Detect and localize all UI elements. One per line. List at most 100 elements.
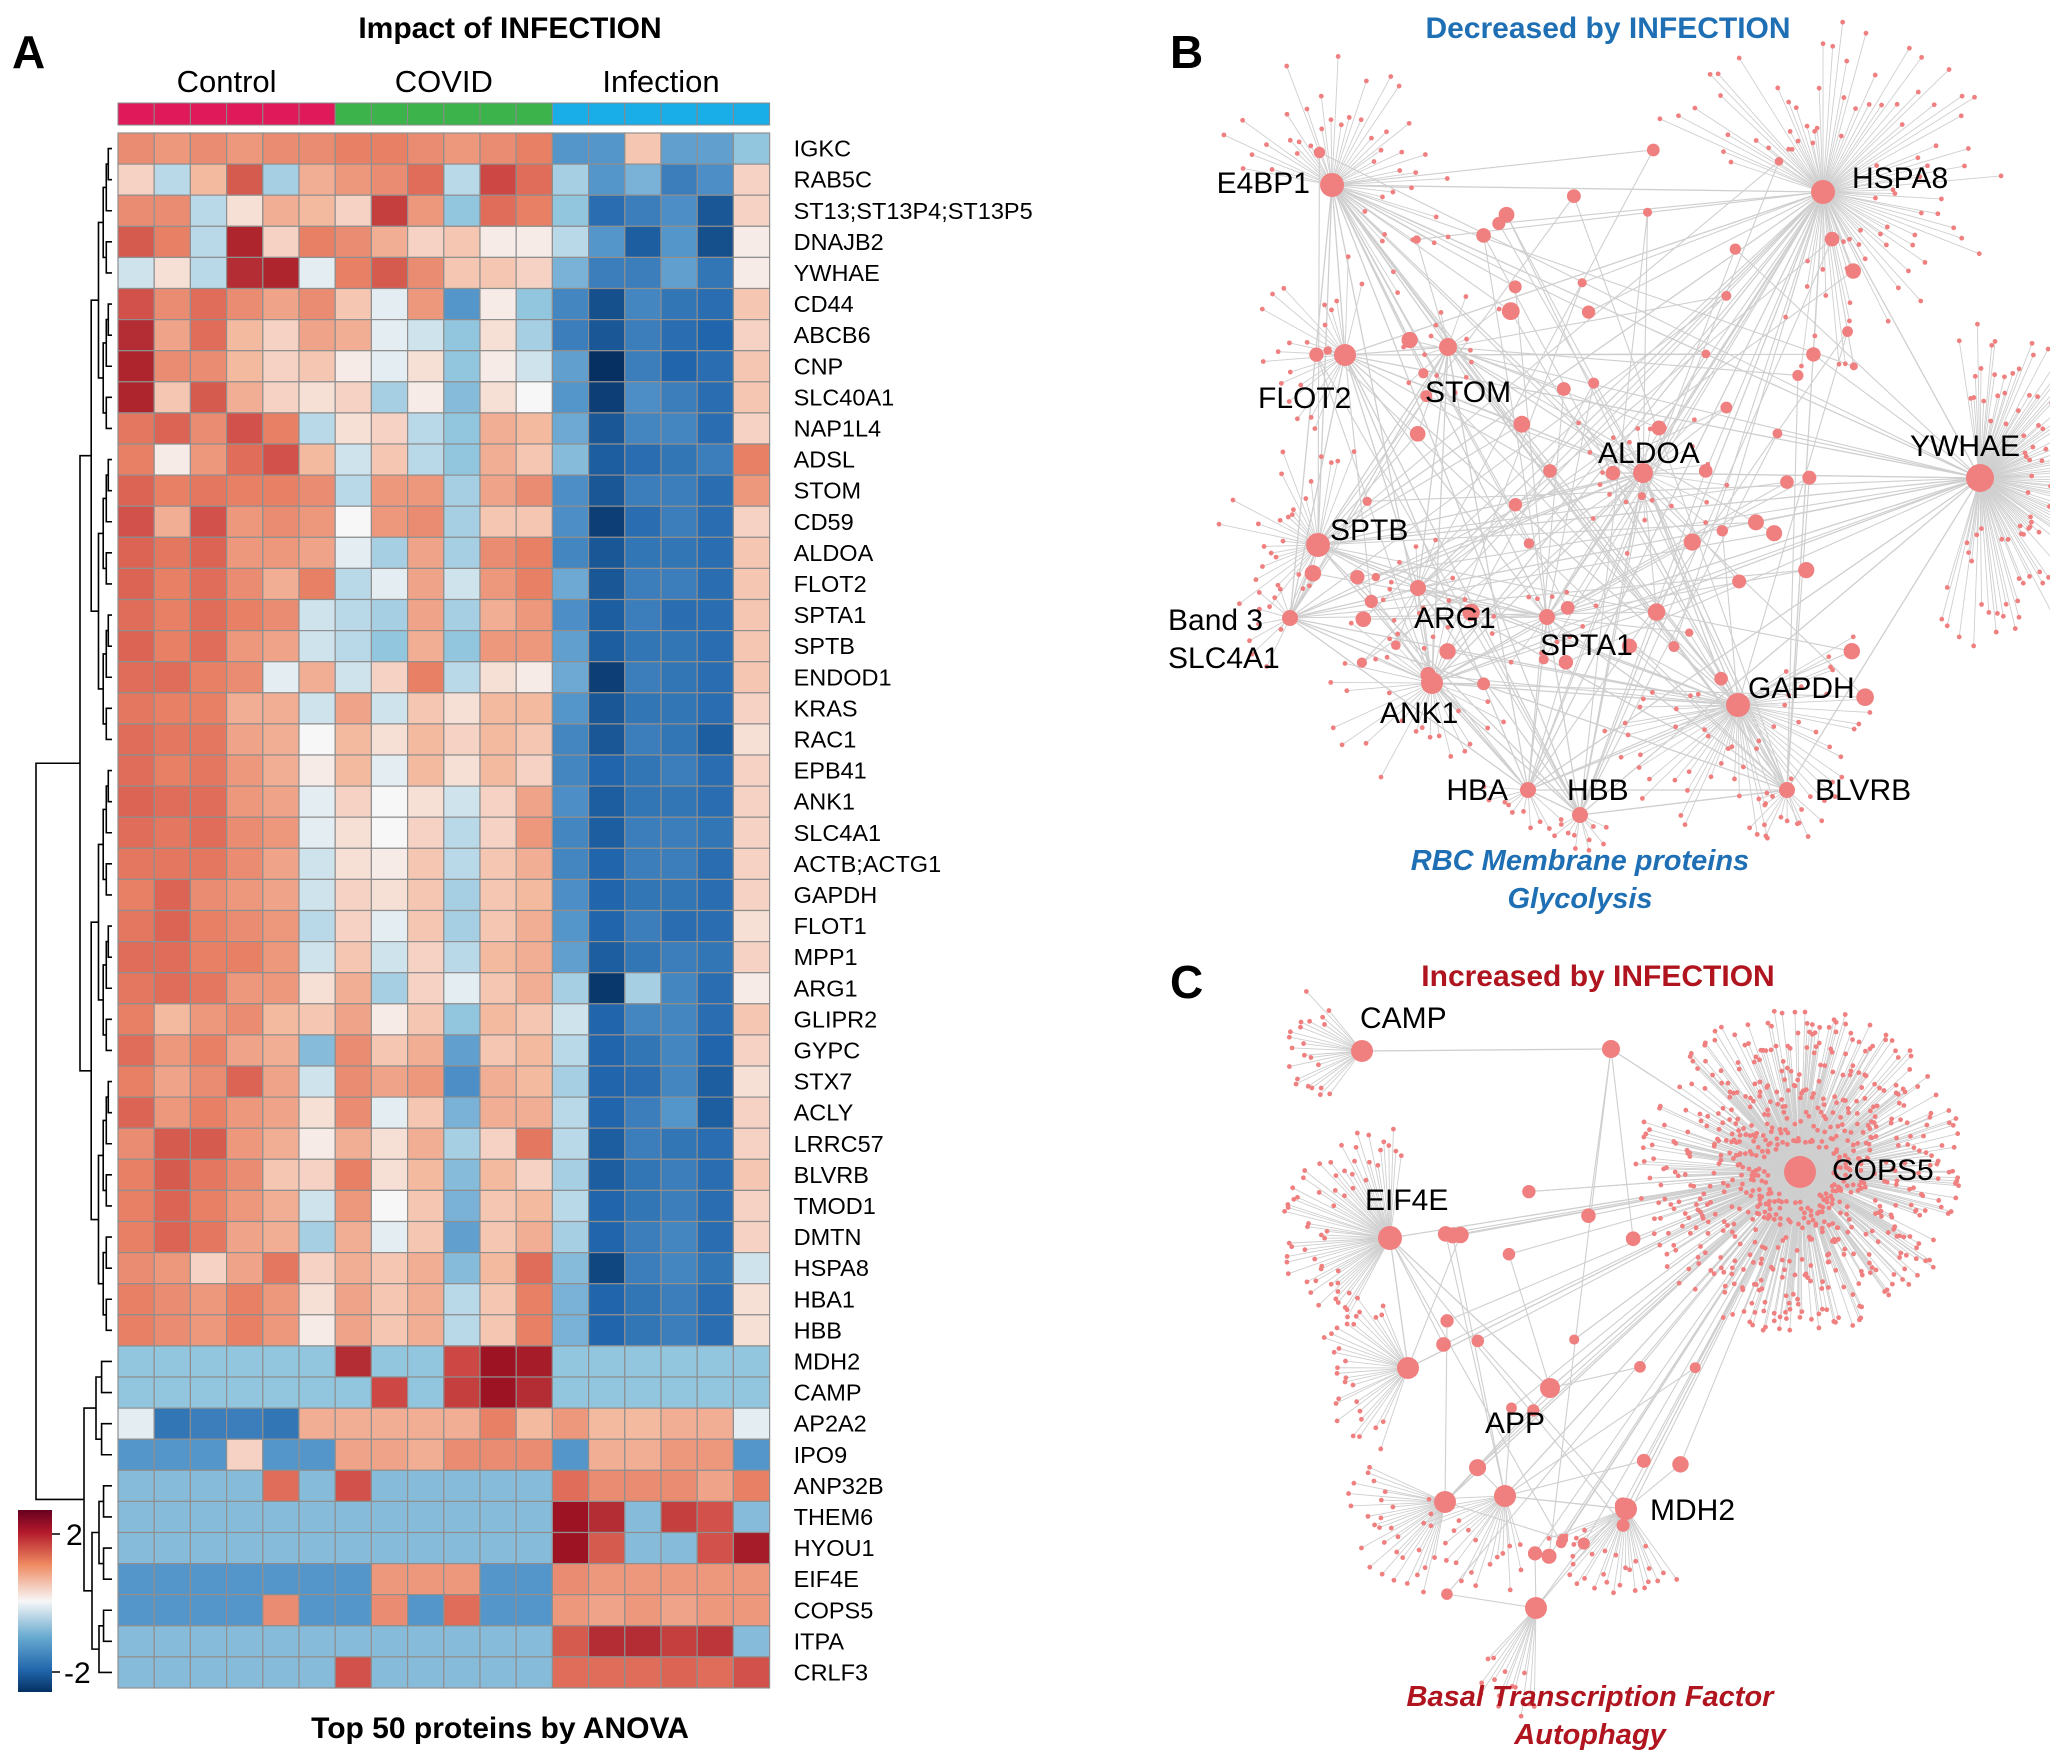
network-edge	[1533, 1607, 1537, 1707]
network-leaf-node	[1833, 1019, 1839, 1025]
network-leaf-node	[1284, 111, 1290, 117]
network-leaf-node	[1522, 1670, 1527, 1676]
heatmap-cell	[515, 1438, 554, 1471]
network-leaf-node	[1915, 1272, 1920, 1278]
heatmap-cell	[696, 536, 735, 569]
heatmap-cell	[732, 878, 771, 912]
network-leaf-node	[1738, 1186, 1744, 1192]
heatmap-cell	[153, 1656, 191, 1689]
network-node	[1588, 377, 1600, 389]
heatmap-cell	[117, 443, 155, 476]
network-edge	[1446, 1593, 1537, 1609]
network-leaf-node	[1453, 1560, 1459, 1566]
network-edge	[1498, 1607, 1537, 1707]
network-leaf-node	[1335, 54, 1341, 59]
heatmap-cell	[696, 1251, 735, 1285]
heatmap-cell	[732, 381, 771, 414]
network-edge	[1979, 470, 2050, 479]
heatmap-cell	[298, 816, 336, 849]
network-leaf-node	[1804, 284, 1810, 289]
heatmap-cell	[587, 1407, 626, 1440]
network-edge	[1431, 682, 1866, 698]
network-edge	[1979, 477, 2041, 573]
network-edge	[1417, 587, 1548, 618]
heatmap-cell	[189, 1127, 228, 1160]
network-leaf-node	[1768, 1264, 1774, 1270]
network-leaf-node	[1772, 1199, 1777, 1204]
network-leaf-node	[1870, 1043, 1876, 1049]
network-edge	[1795, 107, 1824, 193]
network-leaf-node	[1805, 1205, 1811, 1211]
group-bar-cell	[117, 102, 155, 126]
network-leaf-node	[1399, 718, 1405, 724]
network-leaf-node	[2017, 523, 2023, 529]
network-leaf-node	[1754, 746, 1759, 752]
network-hub-label: COPS5	[1832, 1154, 1934, 1187]
network-leaf-node	[1399, 149, 1405, 155]
network-leaf-node	[1757, 1201, 1763, 1207]
network-leaf-node	[1831, 1319, 1837, 1324]
heatmap-cell	[624, 723, 662, 756]
heatmap-cell	[189, 1189, 228, 1223]
network-edge	[1737, 704, 1792, 780]
group-bar-cell	[660, 102, 698, 126]
network-leaf-node	[1281, 285, 1287, 291]
network-leaf-node	[1649, 1142, 1655, 1148]
network-leaf-node	[1829, 1201, 1835, 1207]
network-edge	[1331, 80, 1367, 186]
heatmap-cell	[515, 474, 554, 507]
gene-label: GAPDH	[794, 882, 878, 908]
network-leaf-node	[1919, 54, 1924, 60]
heatmap-cell	[262, 350, 300, 383]
network-edge	[1979, 477, 2020, 579]
heatmap-cell	[226, 723, 264, 756]
heatmap-cell	[696, 878, 735, 912]
network-leaf-node	[1260, 359, 1266, 364]
network-leaf-node	[1784, 1065, 1790, 1071]
network-leaf-node	[1750, 1322, 1755, 1328]
network-leaf-node	[1710, 1072, 1715, 1078]
network-leaf-node	[1889, 1116, 1895, 1122]
network-edge	[1642, 212, 1649, 474]
heatmap-cell	[153, 940, 191, 974]
network-b-title: Decreased by INFECTION	[1425, 12, 1790, 45]
heatmap-cell	[153, 1096, 191, 1129]
network-edge	[1380, 682, 1433, 778]
network-node	[1527, 1404, 1540, 1417]
network-c-annotation-2: Autophagy	[1513, 1719, 1667, 1751]
network-leaf-node	[1433, 537, 1439, 543]
heatmap-cell	[515, 785, 554, 818]
heatmap-cell	[407, 1003, 445, 1036]
network-edge	[1251, 154, 1333, 186]
network-edge	[1527, 248, 1736, 791]
dendrogram-branch	[105, 707, 112, 741]
network-leaf-node	[1744, 1190, 1749, 1196]
network-edge	[1331, 184, 1385, 235]
network-node	[1313, 146, 1326, 159]
network-leaf-node	[1705, 733, 1711, 739]
heatmap-cell	[189, 1469, 228, 1503]
network-node	[1356, 657, 1368, 668]
heatmap-cell	[624, 1625, 662, 1658]
heatmap-cell	[153, 847, 191, 880]
heatmap-cell	[153, 723, 191, 756]
network-leaf-node	[1822, 1129, 1828, 1135]
network-leaf-node	[1732, 776, 1737, 782]
heatmap-cell	[334, 629, 373, 663]
heatmap-cell	[262, 1127, 300, 1160]
network-leaf-node	[1844, 1211, 1850, 1217]
network-edge	[1567, 191, 1824, 609]
network-leaf-node	[1357, 1408, 1363, 1414]
heatmap-cell	[226, 1594, 264, 1627]
heatmap-cell	[262, 443, 300, 476]
heatmap-cell	[660, 972, 698, 1005]
network-edge	[1822, 191, 1899, 289]
network-leaf-node	[1780, 1059, 1786, 1064]
heatmap-cell	[732, 1562, 771, 1596]
heatmap-cell	[153, 909, 191, 943]
network-leaf-node	[1888, 1120, 1894, 1126]
network-edge	[1504, 1495, 1522, 1571]
network-hub-node	[1494, 1485, 1516, 1507]
heatmap-cell	[334, 350, 373, 383]
heatmap-cell	[298, 1003, 336, 1036]
